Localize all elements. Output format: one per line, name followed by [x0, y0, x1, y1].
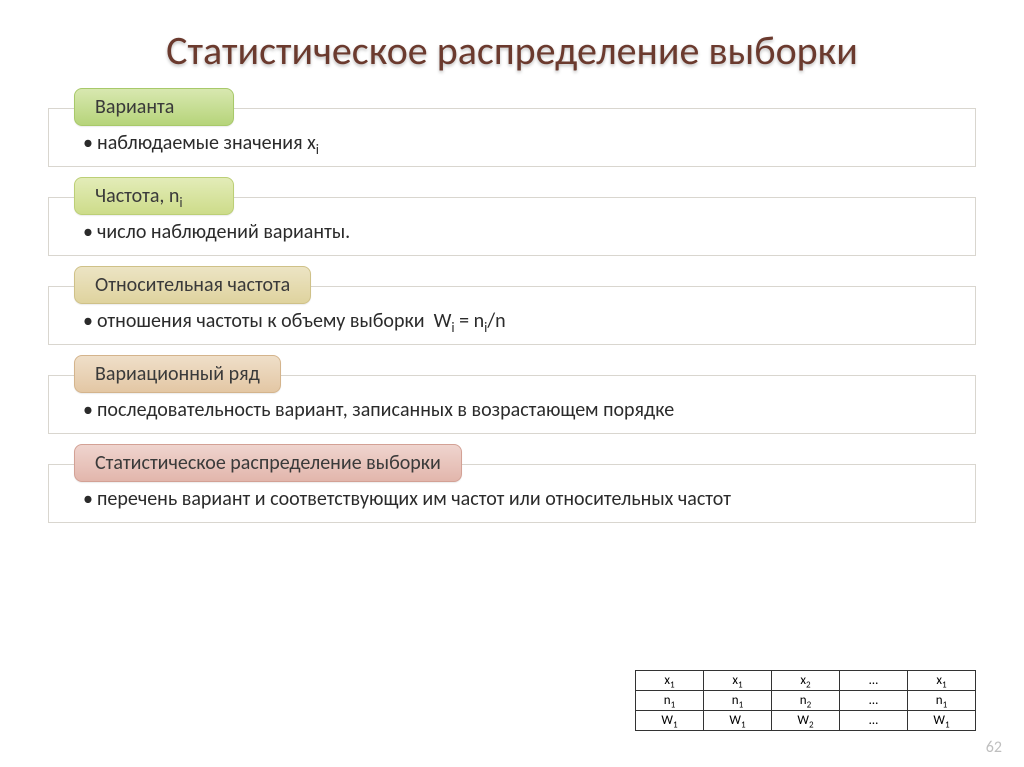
table-cell: … [840, 671, 908, 691]
definition-block: Статистическое распределение выборки •пер… [48, 444, 976, 523]
definition-text: наблюдаемые значения xi [97, 131, 957, 156]
definition-text: число наблюдений варианты. [97, 220, 957, 245]
table-row: W1W1W2…W1 [636, 711, 976, 731]
bullet-icon: • [83, 398, 97, 422]
page-number: 62 [986, 738, 1002, 757]
definition-text: перечень вариант и соответствующих им ча… [97, 487, 957, 512]
term-pill: Частота, ni [74, 177, 234, 215]
table-cell: n1 [704, 691, 772, 711]
table-row: n1n1n2…n1 [636, 691, 976, 711]
slide: Статистическое распределение выборки Вар… [0, 0, 1024, 767]
table-cell: … [840, 691, 908, 711]
bullet-icon: • [83, 487, 97, 511]
term-pill: Вариационный ряд [74, 355, 281, 393]
definition-block: Вариационный ряд •последовательность вари… [48, 355, 976, 434]
table-cell: W1 [636, 711, 704, 731]
table-cell: x1 [704, 671, 772, 691]
table-cell: x2 [772, 671, 840, 691]
table-cell: W1 [704, 711, 772, 731]
definition-text: отношения частоты к объему выборки Wi = … [97, 309, 957, 334]
definition-block: Варианта •наблюдаемые значения xi [48, 88, 976, 167]
table-cell: x1 [636, 671, 704, 691]
bullet-icon: • [83, 220, 97, 244]
blocks-container: Варианта•наблюдаемые значения xiЧастота,… [48, 88, 976, 523]
table-cell: n1 [636, 691, 704, 711]
term-pill: Статистическое распределение выборки [74, 444, 462, 482]
definition-block: Относительная частота •отношения частоты … [48, 266, 976, 345]
table-cell: x1 [908, 671, 976, 691]
definition-text: последовательность вариант, записанных в… [97, 398, 957, 423]
table-cell: W1 [908, 711, 976, 731]
term-pill: Относительная частота [74, 266, 311, 304]
mini-table: x1x1x2…x1n1n1n2…n1W1W1W2…W1 [635, 670, 976, 731]
bullet-icon: • [83, 309, 97, 333]
slide-title: Статистическое распределение выборки [48, 28, 976, 74]
table-cell: … [840, 711, 908, 731]
definition-block: Частота, ni •число наблюдений варианты. [48, 177, 976, 256]
table-cell: n1 [908, 691, 976, 711]
table-row: x1x1x2…x1 [636, 671, 976, 691]
term-pill: Варианта [74, 88, 234, 126]
table-cell: W2 [772, 711, 840, 731]
bullet-icon: • [83, 131, 97, 155]
table-cell: n2 [772, 691, 840, 711]
